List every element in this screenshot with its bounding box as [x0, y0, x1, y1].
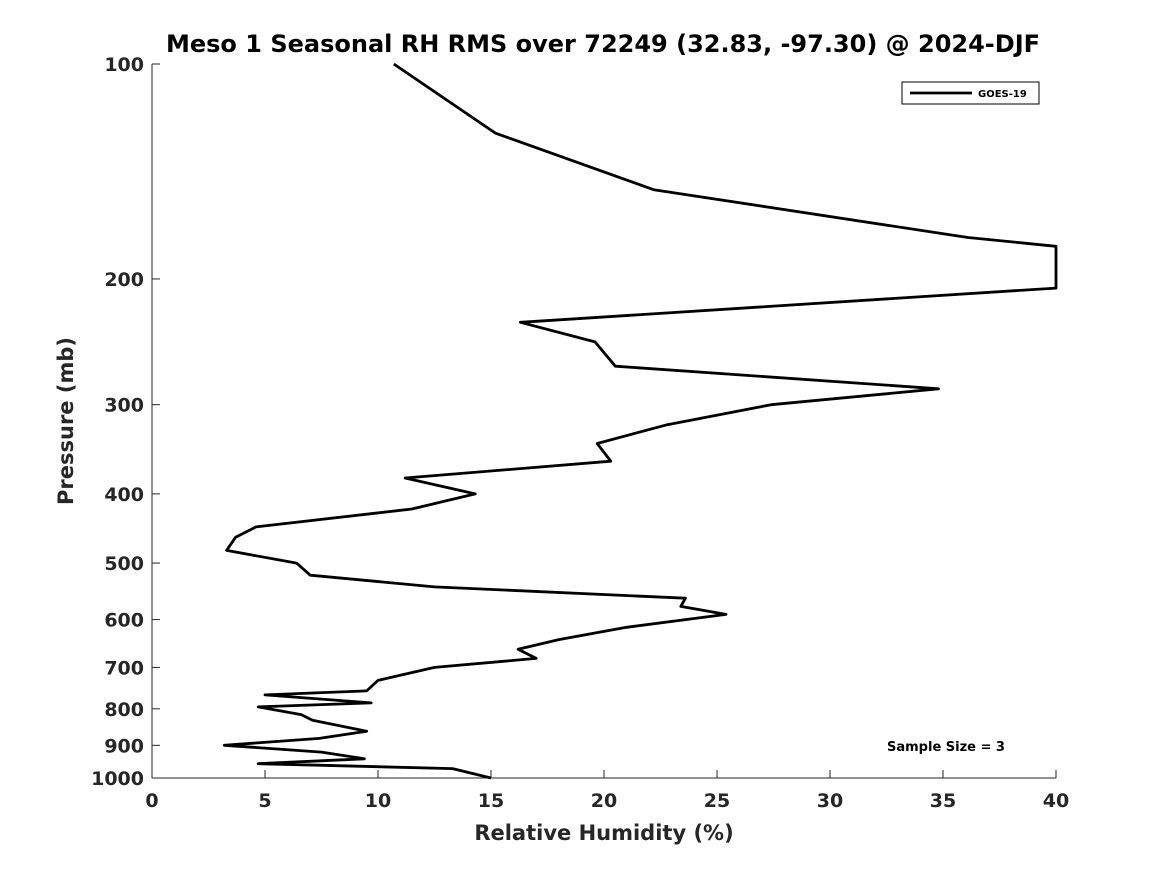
y-tick-label: 700	[104, 657, 144, 679]
x-tick-label: 5	[258, 790, 271, 812]
y-tick-label: 200	[104, 269, 144, 291]
x-tick-label: 40	[1043, 790, 1069, 812]
legend: GOES-19	[901, 81, 1040, 105]
y-tick-label: 800	[104, 699, 144, 721]
x-tick-label: 20	[591, 790, 617, 812]
y-tick-label: 900	[104, 735, 144, 757]
y-tick-label: 400	[104, 484, 144, 506]
x-tick-label: 10	[365, 790, 391, 812]
y-axis-ticks: 100 200 300 400 500 600 700 800 900 1000	[91, 54, 160, 790]
plot-area: 0 5 10 15 20 25 30 35 40 100 200 300 400 500 600 700 80…	[91, 54, 1069, 812]
x-tick-label: 0	[145, 790, 158, 812]
legend-label-goes-19: GOES-19	[978, 89, 1027, 100]
x-tick-label: 15	[478, 790, 504, 812]
x-tick-label: 30	[817, 790, 843, 812]
y-axis-label: Pressure (mb)	[54, 337, 78, 505]
y-tick-label: 1000	[91, 768, 144, 790]
x-tick-label: 35	[930, 790, 956, 812]
series-line-goes-19	[222, 62, 1058, 780]
y-tick-label: 500	[104, 553, 144, 575]
chart-title: Meso 1 Seasonal RH RMS over 72249 (32.83…	[166, 30, 1040, 58]
x-axis-ticks: 0 5 10 15 20 25 30 35 40	[145, 770, 1069, 812]
x-tick-label: 25	[704, 790, 730, 812]
y-tick-label: 600	[104, 610, 144, 632]
x-axis-label: Relative Humidity (%)	[474, 821, 733, 845]
y-tick-label: 100	[104, 54, 144, 76]
y-tick-label: 300	[104, 395, 144, 417]
sample-size-annotation: Sample Size = 3	[887, 740, 1005, 755]
